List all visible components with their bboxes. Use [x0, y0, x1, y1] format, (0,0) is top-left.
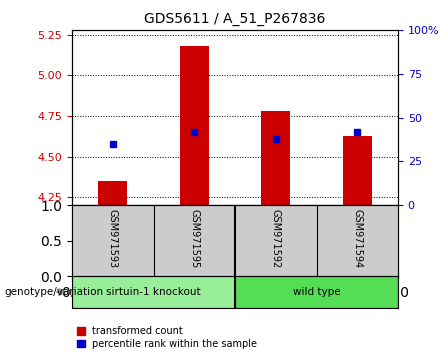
Bar	[235, 276, 398, 308]
Bar	[180, 46, 209, 205]
Text: GSM971593: GSM971593	[108, 209, 118, 268]
Text: genotype/variation: genotype/variation	[4, 287, 103, 297]
Title: GDS5611 / A_51_P267836: GDS5611 / A_51_P267836	[144, 12, 326, 26]
Text: wild type: wild type	[293, 287, 340, 297]
Text: GSM971592: GSM971592	[271, 209, 281, 268]
Bar	[261, 111, 290, 205]
Legend: transformed count, percentile rank within the sample: transformed count, percentile rank withi…	[77, 326, 257, 349]
Text: sirtuin-1 knockout: sirtuin-1 knockout	[106, 287, 201, 297]
Bar	[343, 136, 371, 205]
Text: GSM971595: GSM971595	[189, 209, 199, 268]
Bar	[99, 181, 127, 205]
Bar	[72, 276, 235, 308]
Text: GSM971594: GSM971594	[352, 209, 362, 268]
